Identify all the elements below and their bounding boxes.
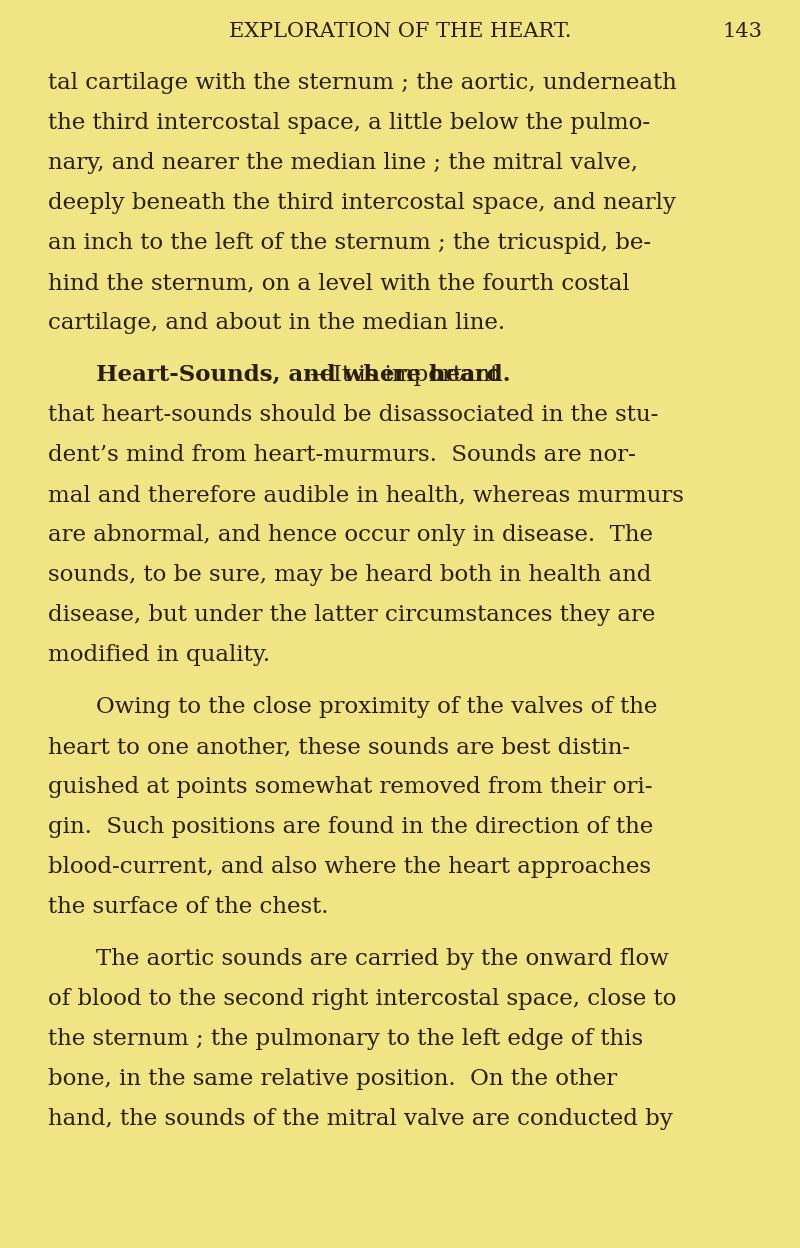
Text: hind the sternum, on a level with the fourth costal: hind the sternum, on a level with the fo… [48, 272, 630, 295]
Text: EXPLORATION OF THE HEART.: EXPLORATION OF THE HEART. [229, 22, 571, 41]
Text: —It is important: —It is important [310, 364, 499, 386]
Text: Owing to the close proximity of the valves of the: Owing to the close proximity of the valv… [96, 696, 658, 718]
Text: the surface of the chest.: the surface of the chest. [48, 896, 329, 919]
Text: bone, in the same relative position.  On the other: bone, in the same relative position. On … [48, 1068, 617, 1090]
Text: deeply beneath the third intercostal space, and nearly: deeply beneath the third intercostal spa… [48, 192, 676, 213]
Text: of blood to the second right intercostal space, close to: of blood to the second right intercostal… [48, 988, 676, 1010]
Text: dent’s mind from heart-murmurs.  Sounds are nor-: dent’s mind from heart-murmurs. Sounds a… [48, 444, 636, 466]
Text: nary, and nearer the median line ; the mitral valve,: nary, and nearer the median line ; the m… [48, 152, 638, 173]
Text: guished at points somewhat removed from their ori-: guished at points somewhat removed from … [48, 776, 653, 797]
Text: blood-current, and also where the heart approaches: blood-current, and also where the heart … [48, 856, 651, 879]
Text: are abnormal, and hence occur only in disease.  The: are abnormal, and hence occur only in di… [48, 524, 653, 547]
Text: 143: 143 [722, 22, 762, 41]
Text: that heart-sounds should be disassociated in the stu-: that heart-sounds should be disassociate… [48, 404, 658, 426]
Text: The aortic sounds are carried by the onward flow: The aortic sounds are carried by the onw… [96, 948, 669, 970]
Text: disease, but under the latter circumstances they are: disease, but under the latter circumstan… [48, 604, 655, 626]
Text: the third intercostal space, a little below the pulmo-: the third intercostal space, a little be… [48, 112, 650, 134]
Text: an inch to the left of the sternum ; the tricuspid, be-: an inch to the left of the sternum ; the… [48, 232, 651, 255]
Text: sounds, to be sure, may be heard both in health and: sounds, to be sure, may be heard both in… [48, 564, 651, 587]
Text: the sternum ; the pulmonary to the left edge of this: the sternum ; the pulmonary to the left … [48, 1028, 643, 1050]
Text: mal and therefore audible in health, whereas murmurs: mal and therefore audible in health, whe… [48, 484, 684, 505]
Text: modified in quality.: modified in quality. [48, 644, 270, 666]
Text: heart to one another, these sounds are best distin-: heart to one another, these sounds are b… [48, 736, 630, 758]
Text: tal cartilage with the sternum ; the aortic, underneath: tal cartilage with the sternum ; the aor… [48, 72, 677, 94]
Text: cartilage, and about in the median line.: cartilage, and about in the median line. [48, 312, 505, 334]
Text: Heart-Sounds, and where heard.: Heart-Sounds, and where heard. [96, 364, 510, 386]
Text: hand, the sounds of the mitral valve are conducted by: hand, the sounds of the mitral valve are… [48, 1108, 673, 1129]
Text: gin.  Such positions are found in the direction of the: gin. Such positions are found in the dir… [48, 816, 654, 837]
